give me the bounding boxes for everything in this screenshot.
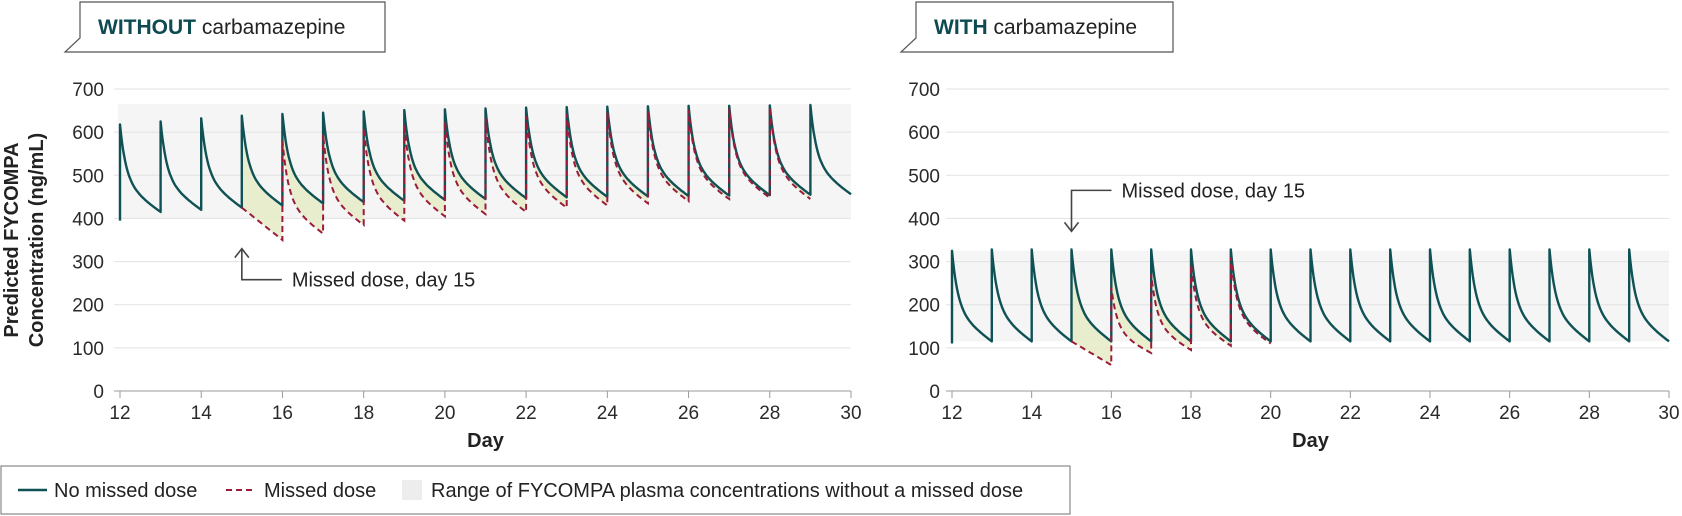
chart-title-emphasis: WITH [934, 16, 988, 39]
x-tick-label: 18 [1180, 403, 1201, 424]
y-tick-label: 500 [72, 166, 104, 187]
chart-title-rest: carbamazepine [988, 16, 1137, 39]
x-tick-label: 30 [840, 403, 861, 424]
y-tick-label: 200 [72, 296, 104, 317]
missed-dose-line [1070, 257, 1272, 367]
annotation-arrowhead [1063, 221, 1080, 233]
title-box [63, 1, 386, 53]
y-axis-title-line2: Concentration (ng/mL) [26, 133, 48, 347]
x-tick-label: 14 [191, 403, 213, 424]
chart-title-emphasis: WITHOUT [98, 16, 196, 39]
x-tick-label: 14 [1021, 403, 1043, 424]
legend-box [0, 465, 1071, 515]
legend-no-missed-label: No missed dose [54, 480, 197, 502]
annotation-leader [1070, 189, 1112, 232]
y-tick-label: 700 [908, 80, 940, 101]
x-tick-label: 16 [272, 403, 293, 424]
chart-title-rest: carbamazepine [196, 16, 345, 39]
x-tick-label: 24 [597, 403, 619, 424]
chart-panel-without-carbamazepine: WITHOUT carbamazepine 0 100 200 300 400 500 600… [63, 1, 862, 452]
y-tick-label: 400 [908, 209, 940, 230]
chart-title: WITH carbamazepine [934, 16, 1137, 39]
missed-dose-annotation: Missed dose, day 15 [1122, 180, 1305, 202]
missed-dose-annotation: Missed dose, day 15 [292, 270, 475, 292]
missed-dose-gap-area [1071, 249, 1271, 366]
annotation-arrowhead [234, 247, 250, 259]
x-tick-label: 20 [1260, 403, 1281, 424]
y-tick-label: 0 [93, 382, 104, 403]
x-tick-label: 16 [1101, 403, 1122, 424]
legend: No missed dose Missed dose Range of FYCOMP… [0, 465, 1071, 515]
chart-title: WITHOUT carbamazepine [98, 16, 345, 39]
x-tick-label: 12 [109, 403, 130, 424]
y-tick-label: 200 [908, 296, 940, 317]
legend-range-label: Range of FYCOMPA plasma concentrations w… [431, 480, 1023, 502]
x-tick-label: 22 [1340, 403, 1361, 424]
y-tick-label: 100 [908, 339, 940, 360]
legend-range-swatch [402, 480, 422, 500]
y-tick-label: 400 [72, 209, 104, 230]
y-tick-label: 300 [908, 253, 940, 274]
x-tick-label: 20 [434, 403, 455, 424]
annotation-leader [241, 248, 282, 281]
y-tick-label: 600 [908, 123, 940, 144]
x-axis-title: Day [1292, 430, 1330, 452]
y-tick-label: 100 [72, 339, 104, 360]
y-tick-label: 0 [929, 382, 940, 403]
y-tick-label: 700 [72, 80, 104, 101]
y-tick-label: 600 [72, 123, 104, 144]
x-tick-label: 12 [941, 403, 962, 424]
y-tick-label: 500 [908, 166, 940, 187]
legend-missed-label: Missed dose [264, 480, 376, 502]
x-tick-label: 24 [1419, 403, 1441, 424]
y-axis-title: Predicted FYCOMPA Concentration (ng/mL) [1, 133, 48, 347]
x-tick-label: 22 [516, 403, 537, 424]
y-axis-title-line1: Predicted FYCOMPA [1, 142, 23, 337]
x-tick-label: 26 [1499, 403, 1520, 424]
x-tick-label: 28 [1579, 403, 1600, 424]
x-tick-label: 18 [353, 403, 374, 424]
title-box [899, 1, 1174, 53]
x-tick-label: 30 [1658, 403, 1679, 424]
y-tick-label: 300 [72, 253, 104, 274]
x-tick-label: 26 [678, 403, 699, 424]
chart-panel-with-carbamazepine: WITH carbamazepine 0 100 200 300 400 500 600 700… [899, 1, 1680, 452]
x-tick-label: 28 [759, 403, 780, 424]
missed-dose-line [241, 107, 811, 243]
x-axis-title: Day [467, 430, 505, 452]
